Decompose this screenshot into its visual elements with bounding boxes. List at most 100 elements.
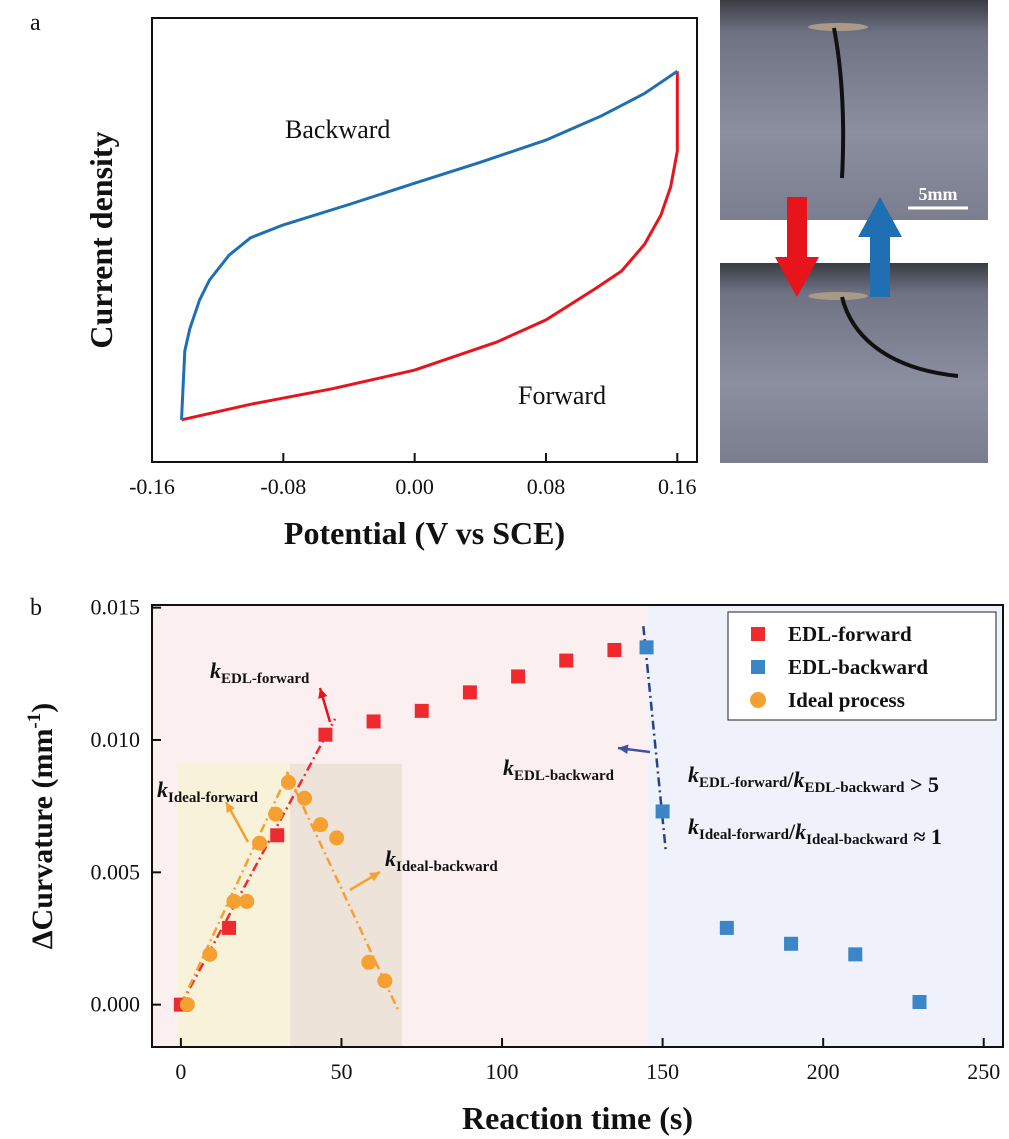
annotation-k: k	[210, 658, 221, 683]
arrow-head	[318, 688, 328, 699]
annotation-text: /	[788, 819, 796, 844]
point	[222, 920, 237, 935]
photo-top	[720, 0, 988, 220]
plot-frame	[151, 17, 698, 463]
x-tick-label: 0	[175, 1059, 186, 1084]
fit-line	[285, 771, 401, 1014]
arrow-down	[775, 197, 819, 297]
annotation: kEDL-backward	[503, 755, 615, 784]
point	[270, 828, 285, 843]
legend-label: Ideal process	[788, 688, 905, 712]
x-tick-label: 50	[330, 1059, 352, 1084]
legend-marker	[750, 692, 766, 708]
annotation-subscript: EDL-forward	[699, 775, 788, 791]
x-tick-label: 250	[967, 1059, 1000, 1084]
annotation-subscript: EDL-forward	[221, 671, 310, 687]
x-tick-label: -0.16	[129, 474, 175, 499]
annotation-k: k	[795, 819, 806, 844]
y-tick-label: 0.000	[91, 992, 141, 1017]
point	[655, 804, 670, 819]
y-axis-label: Current density	[83, 131, 119, 348]
series-label: Backward	[285, 115, 390, 144]
strip	[832, 27, 846, 179]
x-tick-label: 0.08	[527, 474, 566, 499]
legend-label: EDL-forward	[788, 622, 912, 646]
y-tick-label: 0.010	[91, 727, 141, 752]
annotation-text: /	[786, 767, 794, 792]
point	[252, 835, 268, 851]
arrow-head	[618, 744, 629, 754]
point	[414, 703, 429, 718]
annotation: kEDL-forward	[210, 658, 310, 687]
point	[179, 997, 195, 1013]
plot-frame	[151, 604, 1004, 1048]
annotation-k: k	[385, 846, 396, 871]
x-tick-label: 200	[807, 1059, 840, 1084]
x-tick-label: 0.00	[395, 474, 434, 499]
fit-line	[179, 718, 337, 1006]
y-axis-label-tail: )	[26, 703, 59, 713]
legend-box	[727, 611, 997, 721]
point	[313, 817, 329, 833]
point	[226, 893, 242, 909]
shaded-region	[290, 763, 402, 1047]
cv-curve	[180, 70, 679, 420]
legend-marker	[751, 660, 765, 674]
annotation-k: k	[793, 767, 804, 792]
x-tick-label: -0.08	[260, 474, 306, 499]
point	[239, 893, 255, 909]
strip	[840, 296, 959, 378]
annotation: kIdeal-backward	[385, 846, 498, 875]
x-tick-label: 100	[486, 1059, 519, 1084]
scale-bar-label: 5mm	[919, 184, 958, 204]
y-axis-label-sup: -1	[24, 713, 45, 729]
annotation-subscript: Ideal-forward	[699, 827, 790, 843]
annotation-subscript: Ideal-forward	[168, 790, 259, 806]
point	[329, 830, 345, 846]
point	[462, 685, 477, 700]
arrow-head	[226, 802, 235, 813]
annotation: kIdeal-forward/kIdeal-backward ≈ 1	[688, 814, 942, 849]
point	[784, 936, 799, 951]
legend-label: EDL-backward	[788, 655, 928, 679]
point	[280, 774, 296, 790]
annotation-text: > 5	[904, 772, 939, 797]
series-label: Forward	[518, 381, 606, 410]
y-tick-label: 0.005	[91, 859, 141, 884]
annotation-subscript: EDL-backward	[514, 768, 615, 784]
annotation: kEDL-forward/kEDL-backward > 5	[688, 762, 939, 797]
panel-label: a	[30, 10, 41, 36]
x-axis-label: Potential (V vs SCE)	[284, 515, 565, 551]
annotation-k: k	[157, 777, 168, 802]
annotation-text: ≈ 1	[908, 824, 942, 849]
annotation-subscript: Ideal-backward	[806, 832, 908, 848]
point	[202, 946, 218, 962]
x-axis-label: Reaction time (s)	[462, 1100, 693, 1136]
y-tick-label: 0.015	[91, 595, 141, 620]
point	[719, 920, 734, 935]
annotation: kIdeal-forward	[157, 777, 259, 806]
point	[639, 640, 654, 655]
annotation-subscript: EDL-backward	[804, 780, 905, 796]
electrode	[808, 292, 868, 300]
photos	[720, 0, 988, 463]
arrow-head	[369, 872, 380, 882]
panel-label: b	[30, 595, 42, 621]
point	[559, 653, 574, 668]
arrow-up	[858, 197, 902, 297]
legend-marker	[751, 627, 765, 641]
point	[511, 669, 526, 684]
x-tick-label: 150	[646, 1059, 679, 1084]
annotation-k: k	[688, 814, 699, 839]
annotation-k: k	[688, 762, 699, 787]
annotation-subscript: Ideal-backward	[396, 859, 498, 875]
point	[361, 954, 377, 970]
point	[607, 642, 622, 657]
y-axis-label: ΔCurvature (mm-1)	[24, 703, 59, 950]
point	[268, 806, 284, 822]
cv-curve	[181, 71, 679, 422]
point	[912, 995, 927, 1010]
electrode	[808, 23, 868, 31]
